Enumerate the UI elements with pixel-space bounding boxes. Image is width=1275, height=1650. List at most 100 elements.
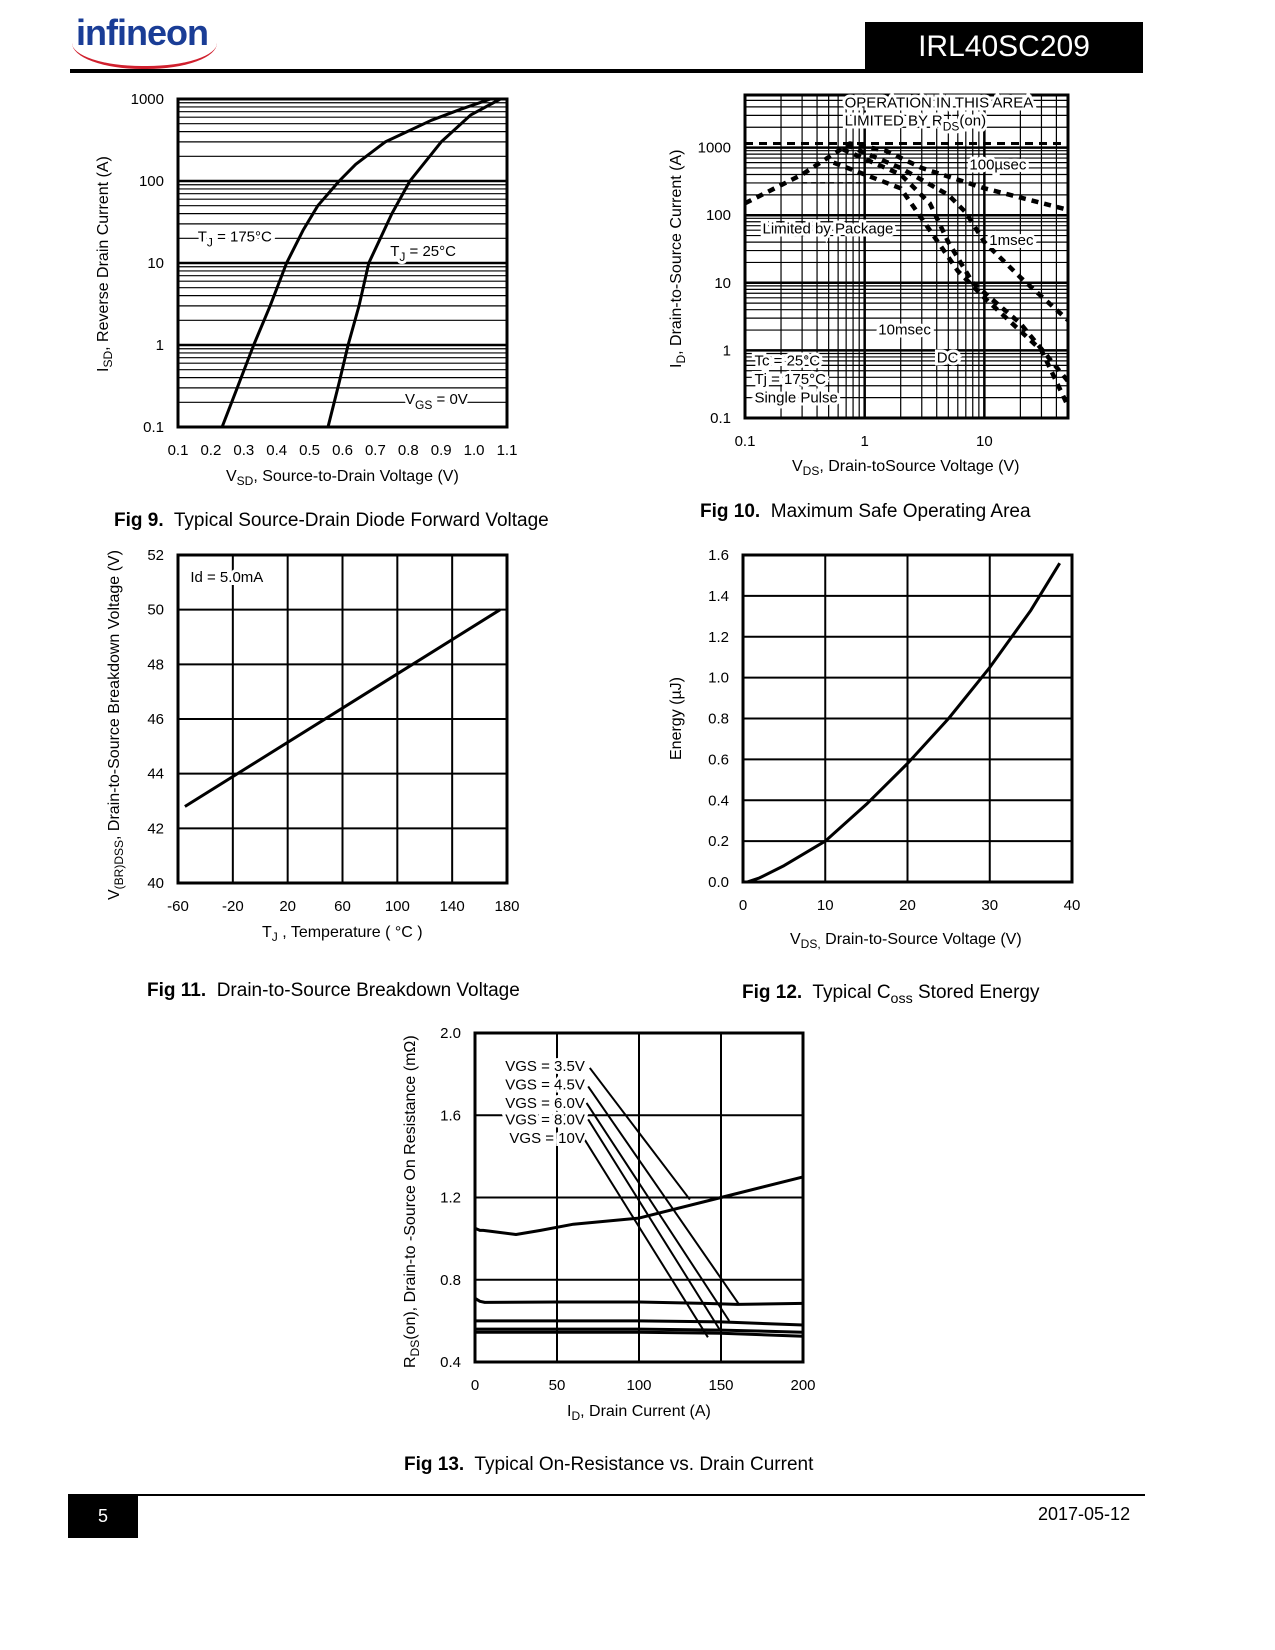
annotation-main: VGS = 6.0V xyxy=(505,1095,585,1112)
fig13-series-vgs-3-5v xyxy=(474,1175,804,1236)
fig9-x-tick-label: 1.1 xyxy=(497,442,518,459)
fig9-series-tj-25-c xyxy=(326,97,502,428)
fig10-y-tick-label: 100 xyxy=(706,207,731,224)
fig11-x-tick-label: 60 xyxy=(334,898,351,915)
fig10-y-tick-label: 1 xyxy=(723,342,731,359)
fig12-y-tick-label: 1.4 xyxy=(708,588,729,605)
fig10-x-tick-label: 10 xyxy=(976,433,993,450)
fig9-annotation: TJ = 25°C xyxy=(390,243,456,264)
fig12-y-tick-label: 0.6 xyxy=(708,751,729,768)
fig13-annotation: VGS = 6.0V xyxy=(505,1095,585,1112)
fig13-annotation-pointer xyxy=(587,1085,740,1305)
fig13-series-vgs-8-0v xyxy=(475,1327,804,1334)
fig10-annotation: Single Pulse xyxy=(754,390,837,407)
fig10-annotation: DC xyxy=(937,349,959,366)
fig13-annotation-pointer xyxy=(585,1102,731,1322)
fig9-x-tick-label: 0.1 xyxy=(168,442,189,459)
fig9-y-tick-label: 10 xyxy=(147,255,164,272)
part-number: IRL40SC209 xyxy=(865,22,1143,72)
annotation-rest: = 175°C xyxy=(213,229,272,246)
annotation-main: VGS = 4.5V xyxy=(505,1076,585,1093)
fig10-y-tick-label: 0.1 xyxy=(710,410,731,427)
fig12-ylabel: Energy (µJ) xyxy=(668,676,685,760)
fig11-series-id-5-0ma xyxy=(184,608,501,808)
fig13-x-tick-label: 100 xyxy=(626,1377,651,1394)
fig10-ylabel: ID, Drain-to-Source Current (A) xyxy=(668,149,689,368)
fig11-x-tick-label: -20 xyxy=(222,898,244,915)
annotation-main: 1msec xyxy=(989,232,1034,249)
annotation-main: 100µsec xyxy=(969,157,1027,174)
fig9-series-tj-175-c xyxy=(220,97,492,428)
fig10-series-10msec xyxy=(841,147,1070,383)
fig10-caption: Fig 10. Maximum Safe Operating Area xyxy=(700,501,1031,522)
fig10-x-tick-label: 1 xyxy=(861,433,869,450)
fig12-y-tick-label: 0.2 xyxy=(708,833,729,850)
fig11-y-tick-label: 40 xyxy=(147,875,164,892)
annotation-main: Tj = 175°C xyxy=(754,371,826,388)
fig11-annotation: Id = 5.0mA xyxy=(190,569,263,586)
footer-divider xyxy=(70,1494,1145,1496)
fig10-annotation: Limited by Package xyxy=(762,220,893,237)
fig12-x-tick-label: 40 xyxy=(1064,897,1081,914)
fig10-annotation: 1msec xyxy=(989,232,1034,249)
fig12-series-eoss xyxy=(746,562,1061,884)
fig9-x-tick-label: 0.7 xyxy=(365,442,386,459)
fig11-x-tick-label: 20 xyxy=(279,898,296,915)
fig13-annotation-pointer xyxy=(587,1118,721,1330)
fig13-series-vgs-4-5v xyxy=(474,1297,804,1306)
annotation-rest: = 0V xyxy=(432,391,467,408)
fig9-xlabel: VSD, Source-to-Drain Voltage (V) xyxy=(226,468,459,489)
revision-date: 2017-05-12 xyxy=(1038,1504,1131,1524)
fig13-x-tick-label: 50 xyxy=(549,1377,566,1394)
fig13-y-tick-label: 0.4 xyxy=(440,1354,461,1371)
fig12-x-tick-label: 30 xyxy=(981,897,998,914)
fig13-annotation-pointer xyxy=(584,1139,709,1338)
fig9-plot-frame xyxy=(176,97,509,429)
fig11-y-tick-label: 48 xyxy=(147,656,164,673)
annotation-main: VGS = 3.5V xyxy=(505,1058,585,1075)
fig12-y-tick-label: 0.4 xyxy=(708,792,729,809)
fig13-y-tick-label: 2.0 xyxy=(440,1025,461,1042)
annotation-sub: DS xyxy=(943,120,960,134)
annotation-main: T xyxy=(390,243,399,260)
annotation-main: VGS = 10V xyxy=(509,1130,584,1147)
annotation-sub: J xyxy=(399,250,405,264)
annotation-main: 10msec xyxy=(878,321,931,338)
fig13-series-vgs-10v xyxy=(475,1330,804,1338)
fig12-x-tick-label: 10 xyxy=(817,897,834,914)
fig10-annotation: Tc = 25°C xyxy=(754,352,820,369)
fig9-y-tick-label: 100 xyxy=(139,173,164,190)
fig10-annotation: Tj = 175°C xyxy=(754,371,826,388)
fig11-y-tick-label: 44 xyxy=(147,766,164,783)
fig10-chart: 0.1 1 10 0.1 1 10 100 1000 OPERATION IN THIS ARE… xyxy=(698,92,1071,450)
annotation-sub: J xyxy=(207,236,213,250)
fig13-ylabel: RDS(on), Drain-to -Source On Resistance … xyxy=(402,1035,423,1368)
fig12-chart: 0 10 20 30 40 0.0 0.2 0.4 0.6 0.8 1.0 1.2 1.4 1.6 xyxy=(708,547,1080,914)
fig10-x-tick-label: 0.1 xyxy=(735,433,756,450)
infineon-logo: infineon xyxy=(76,12,209,53)
fig12-y-tick-label: 0.8 xyxy=(708,711,729,728)
fig10-annotation: OPERATION IN THIS AREA xyxy=(845,95,1034,112)
fig9-x-tick-label: 1.0 xyxy=(464,442,485,459)
fig13-annotation: VGS = 4.5V xyxy=(505,1076,585,1093)
fig13-xlabel: ID, Drain Current (A) xyxy=(567,1403,711,1424)
fig9-y-tick-label: 0.1 xyxy=(143,419,164,436)
fig13-annotation-pointer xyxy=(589,1067,691,1201)
fig12-x-tick-label: 0 xyxy=(739,897,747,914)
fig13-x-tick-label: 0 xyxy=(471,1377,479,1394)
fig9-ylabel: ISD, Reverse Drain Current (A) xyxy=(95,156,116,372)
fig9-caption: Fig 9. Typical Source-Drain Diode Forwar… xyxy=(114,510,549,531)
fig12-plot-frame xyxy=(741,553,1074,884)
fig13-series-vgs-6-0v xyxy=(475,1319,804,1327)
fig13-y-tick-label: 0.8 xyxy=(440,1272,461,1289)
fig9-x-tick-label: 0.9 xyxy=(431,442,452,459)
fig11-x-tick-label: -60 xyxy=(167,898,189,915)
fig13-caption: Fig 13. Typical On-Resistance vs. Drain … xyxy=(404,1454,814,1475)
fig11-x-tick-label: 180 xyxy=(494,898,519,915)
annotation-main: Limited by Package xyxy=(762,220,893,237)
fig10-series-100-sec xyxy=(743,141,1069,212)
annotation-main: OPERATION IN THIS AREA xyxy=(845,95,1034,112)
fig13-y-tick-label: 1.2 xyxy=(440,1190,461,1207)
